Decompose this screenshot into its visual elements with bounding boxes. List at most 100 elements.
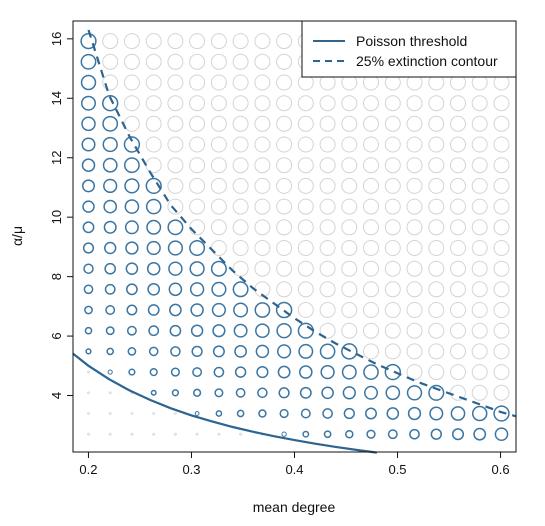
grid-point (471, 281, 488, 298)
grid-point (471, 198, 488, 215)
grid-point (297, 136, 314, 153)
x-axis-label: mean degree (253, 499, 336, 515)
grid-point (189, 95, 206, 112)
grid-point (319, 219, 336, 236)
grid-point (104, 262, 117, 275)
grid-point (363, 281, 379, 298)
grid-point (384, 281, 401, 298)
grid-point (167, 115, 184, 132)
grid-point (82, 221, 95, 234)
grid-point (493, 302, 510, 318)
legend: Poisson threshold 25% extinction contour (301, 20, 517, 78)
grid-point (167, 177, 184, 194)
grid-point (341, 177, 358, 194)
grid-point (232, 260, 249, 277)
grid-point (319, 177, 336, 194)
grid-point (365, 407, 377, 420)
grid-point (81, 137, 96, 152)
y-tick-label: 4 (49, 392, 64, 399)
grid-point (363, 260, 379, 277)
grid-point (108, 412, 112, 415)
grid-point (341, 219, 358, 236)
grid-point (210, 136, 227, 153)
grid-point (233, 302, 249, 318)
grid-point (84, 326, 93, 335)
grid-point (174, 432, 177, 436)
grid-point (104, 241, 117, 255)
grid-point (386, 407, 400, 420)
grid-point (384, 260, 401, 277)
grid-point (363, 177, 379, 194)
grid-point (428, 136, 445, 153)
grid-point (102, 115, 119, 132)
grid-point (493, 343, 510, 360)
grid-point (450, 406, 466, 421)
grid-point (254, 260, 271, 277)
grid-point (123, 74, 140, 91)
grid-point (189, 261, 205, 277)
grid-point (366, 429, 376, 439)
grid-point (210, 240, 227, 256)
grid-point (254, 240, 271, 256)
grid-point (145, 157, 162, 174)
grid-point (450, 136, 466, 153)
grid-point (384, 343, 401, 360)
grid-point (297, 157, 314, 174)
grid-point (276, 53, 293, 70)
grid-point (278, 387, 290, 399)
grid-point (232, 281, 249, 298)
grid-point (493, 115, 510, 132)
grid-point (254, 302, 271, 318)
grid-point (384, 219, 401, 236)
grid-point (428, 364, 445, 381)
grid-point (167, 33, 184, 50)
grid-point (322, 408, 333, 419)
y-tick-label: 14 (49, 91, 64, 105)
grid-point (255, 323, 270, 339)
grid-point (126, 304, 138, 316)
grid-point (319, 260, 336, 277)
grid-point (363, 115, 379, 132)
grid-point (276, 136, 293, 153)
grid-point (341, 95, 358, 112)
grid-point (276, 95, 293, 112)
grid-point (254, 95, 271, 112)
grid-point (297, 302, 314, 318)
grid-point (493, 177, 510, 194)
grid-point (189, 219, 206, 236)
grid-point (190, 324, 204, 337)
grid-point (82, 242, 95, 254)
grid-point (471, 364, 488, 381)
grid-point (258, 409, 267, 418)
grid-point (297, 177, 314, 194)
grid-point (167, 219, 184, 236)
grid-point (170, 367, 180, 377)
grid-point (123, 33, 140, 50)
grid-point (171, 389, 180, 397)
grid-point (189, 115, 206, 132)
y-tick-label: 6 (49, 332, 64, 339)
grid-point (493, 281, 510, 298)
grid-point (319, 136, 336, 153)
grid-point (297, 95, 314, 112)
grid-point (210, 198, 227, 215)
x-tick-label: 0.3 (182, 462, 200, 477)
grid-point (406, 115, 423, 132)
grid-point (384, 115, 401, 132)
grid-point (406, 322, 423, 339)
grid-point (341, 157, 358, 174)
grid-point (189, 33, 206, 50)
grid-point (215, 410, 223, 417)
grid-point (81, 116, 96, 132)
grid-point (276, 157, 293, 174)
grid-point (428, 302, 445, 318)
grid-point (146, 219, 162, 235)
grid-point (167, 157, 184, 174)
grid-point (406, 240, 423, 256)
grid-point (471, 302, 488, 318)
grid-point (406, 219, 423, 236)
legend-box (301, 20, 517, 78)
grid-point (297, 322, 314, 339)
grid-point (276, 198, 293, 215)
